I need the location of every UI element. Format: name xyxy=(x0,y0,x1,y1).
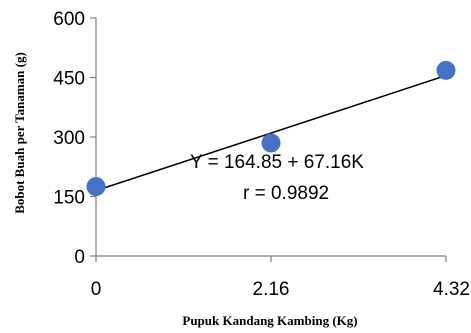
x-axis-title: Pupuk Kandang Kambing (Kg) xyxy=(182,313,357,328)
y-axis-title: Bobot Buah per Tanaman (g) xyxy=(12,52,27,214)
x-tick-group: 0 2.16 4.32 xyxy=(91,256,470,300)
y-tick-label: 0 xyxy=(74,247,85,268)
data-points xyxy=(86,60,456,197)
y-tick-group: 0 150 300 450 600 xyxy=(53,9,96,268)
data-point xyxy=(86,177,106,197)
x-tick-label: 4.32 xyxy=(433,279,470,300)
y-tick-label: 150 xyxy=(53,188,85,209)
y-tick-label: 600 xyxy=(53,9,85,30)
x-tick-label: 2.16 xyxy=(253,279,290,300)
data-point xyxy=(261,133,281,153)
data-point xyxy=(436,60,456,80)
trendline xyxy=(95,74,447,192)
y-tick-label: 450 xyxy=(53,69,85,90)
y-tick-label: 300 xyxy=(53,128,85,149)
x-tick-label: 0 xyxy=(91,279,102,300)
correlation-coefficient: r = 0.9892 xyxy=(243,183,329,204)
regression-equation: Y = 164.85 + 67.16K xyxy=(190,152,364,173)
